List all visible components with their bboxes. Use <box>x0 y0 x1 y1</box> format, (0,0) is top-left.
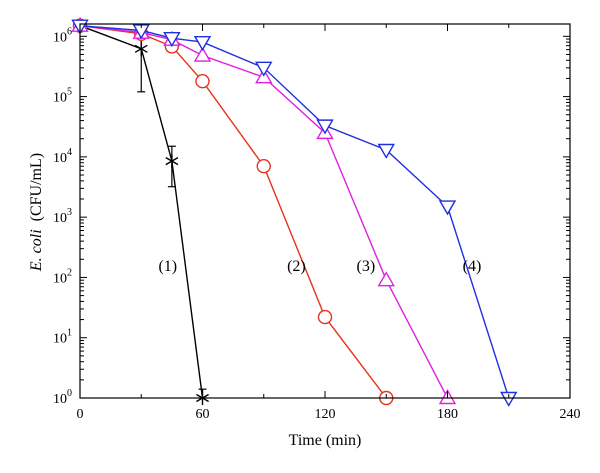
y-tick-label-exponent: 3 <box>67 207 72 218</box>
y-tick-label-base: 10 <box>53 151 67 166</box>
data-point-triangle-down <box>255 61 273 77</box>
x-tick-label: 180 <box>437 407 458 422</box>
x-tick-label: 60 <box>196 407 210 422</box>
y-tick-label: 106 <box>53 26 72 45</box>
series-label: (2) <box>287 258 306 275</box>
y-tick-label-exponent: 4 <box>67 147 72 158</box>
data-point-triangle-up <box>377 271 395 287</box>
y-axis-title-italic: E. coli <box>28 229 45 272</box>
data-point-circle <box>195 73 210 89</box>
y-tick-label: 101 <box>53 328 72 347</box>
y-tick-label-base: 10 <box>53 392 67 407</box>
series-layer: (1) (2) (3) (4) <box>71 16 518 407</box>
y-tick-label-exponent: 1 <box>67 328 72 339</box>
y-tick-label-base: 10 <box>53 30 67 45</box>
data-point-triangle-down <box>163 32 181 48</box>
y-tick-label-exponent: 6 <box>67 26 72 37</box>
data-point-asterisk <box>134 41 148 56</box>
y-tick-label-base: 10 <box>53 211 67 226</box>
y-axis-title: E. coli (CFU/mL) <box>28 153 45 272</box>
y-tick-label: 102 <box>53 267 72 286</box>
data-point-triangle-down <box>377 143 395 159</box>
x-axis-title: Time (min) <box>289 432 362 449</box>
data-point-triangle-down <box>193 35 212 52</box>
y-tick-label: 100 <box>53 388 72 407</box>
y-tick-label-base: 10 <box>53 271 67 286</box>
series-line <box>79 25 204 399</box>
data-point-triangle-down <box>500 391 518 407</box>
y-tick-label-base: 10 <box>53 332 67 347</box>
data-point-triangle-down <box>438 200 457 216</box>
asterisk-stroke <box>134 44 148 53</box>
data-point-circle <box>256 159 271 174</box>
data-point-circle <box>317 309 333 325</box>
data-point-asterisk <box>165 154 179 169</box>
y-tick-label: 104 <box>53 147 72 166</box>
y-tick-label: 103 <box>53 207 72 226</box>
y-tick-label-exponent: 5 <box>67 87 72 98</box>
series: (2) <box>72 18 394 406</box>
series: (4) <box>71 19 518 407</box>
series-line <box>79 25 510 399</box>
x-tick-label: 240 <box>560 407 581 422</box>
data-point-triangle-up <box>193 46 212 62</box>
series-label: (3) <box>357 258 376 275</box>
series-line <box>79 25 387 399</box>
y-tick-label-exponent: 0 <box>67 388 72 399</box>
x-tick-label: 0 <box>77 407 84 422</box>
plot-frame <box>79 23 571 399</box>
y-axis-title-rest: (CFU/mL) <box>28 153 45 221</box>
series-label: (1) <box>158 258 177 275</box>
asterisk-stroke <box>165 157 179 166</box>
series: (1) <box>73 18 209 405</box>
y-tick-label-base: 10 <box>53 91 67 106</box>
x-tick-label: 120 <box>315 407 336 422</box>
y-tick-label-exponent: 2 <box>67 267 72 278</box>
series-label: (4) <box>463 258 482 275</box>
data-point-triangle-down <box>316 119 334 135</box>
y-tick-label: 105 <box>53 87 72 106</box>
